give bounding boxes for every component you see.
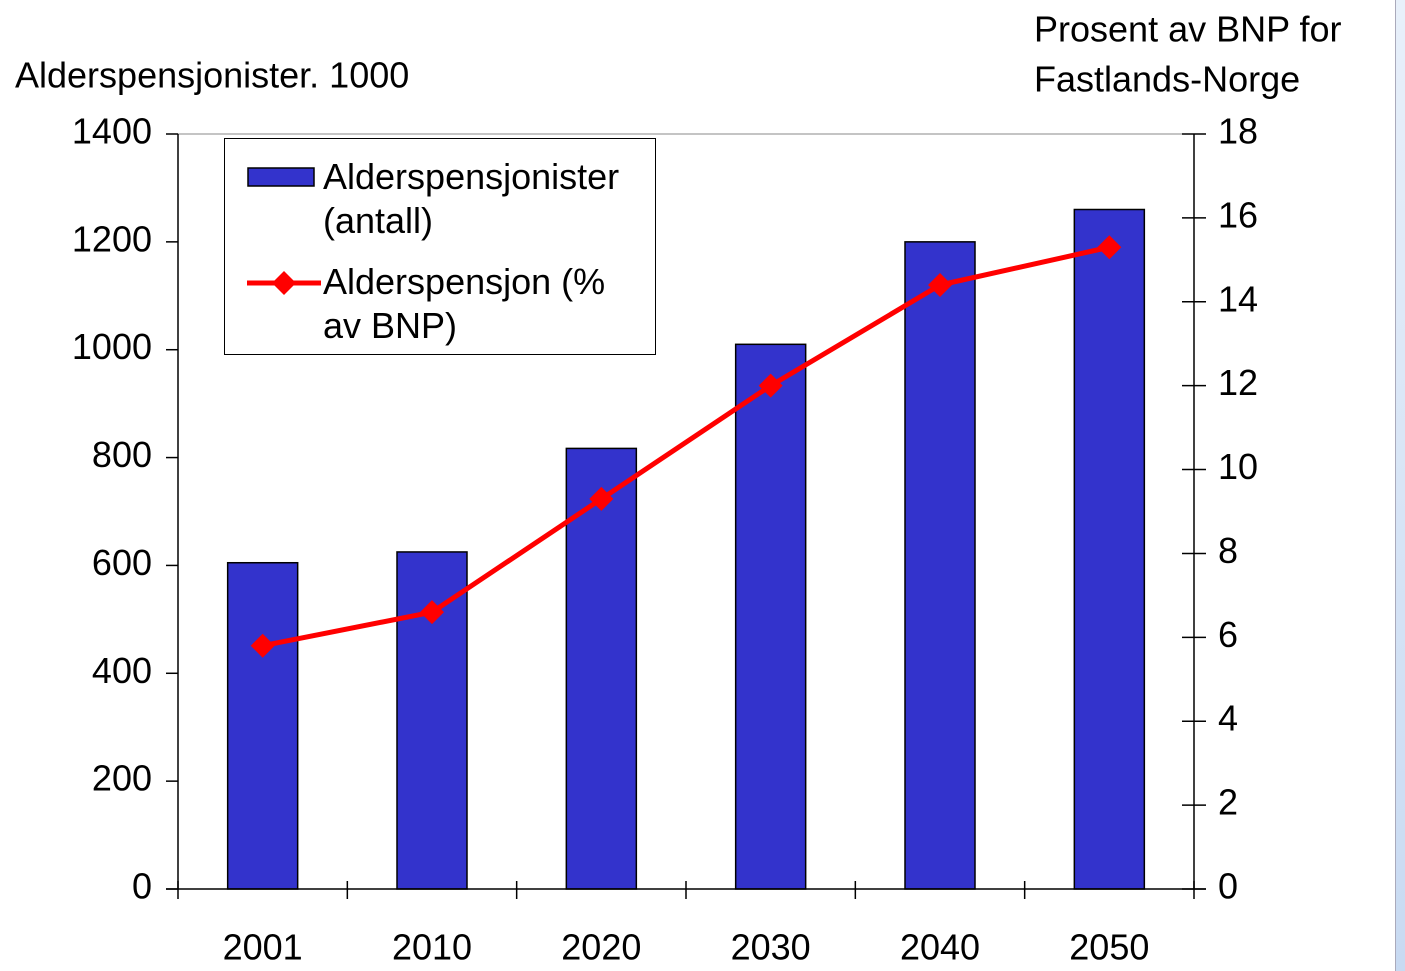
y2-tick-label: 2 <box>1218 782 1238 823</box>
x-tick-label: 2030 <box>731 927 811 968</box>
y-tick-label: 200 <box>92 758 152 799</box>
y2-tick-label: 14 <box>1218 278 1258 319</box>
legend-label: Alderspensjonister (antall) <box>323 156 620 241</box>
bar <box>565 447 638 890</box>
y-tick-label: 800 <box>92 434 152 475</box>
y-tick-label: 0 <box>132 866 152 907</box>
y-axis-label: Alderspensjonister. 1000 <box>15 55 409 96</box>
legend-label: Alderspensjon (% av BNP) <box>323 261 606 346</box>
y2-tick-label: 18 <box>1218 111 1258 152</box>
line <box>262 244 1110 649</box>
marker <box>1097 235 1122 260</box>
y-tick-label: 1200 <box>72 218 152 259</box>
y-tick-label: 600 <box>92 542 152 583</box>
bar <box>226 561 299 890</box>
bar <box>904 241 976 890</box>
scrollbar <box>1395 0 1405 971</box>
x-tick-label: 2020 <box>561 927 641 968</box>
x-tick-label: 2010 <box>392 927 472 968</box>
y2-tick-label: 16 <box>1218 194 1258 235</box>
bar <box>734 343 807 890</box>
marker <box>589 486 614 511</box>
marker <box>758 373 783 398</box>
y2-tick-label: 8 <box>1218 530 1238 571</box>
legend-swatch <box>247 167 315 187</box>
legend: Alderspensjonister (antall) Alderspensjo… <box>224 138 656 355</box>
bar <box>1073 208 1146 890</box>
x-tick-label: 2050 <box>1069 927 1149 968</box>
x-tick-label: 2040 <box>900 927 980 968</box>
y2-tick-label: 10 <box>1218 446 1258 487</box>
y2-tick-label: 4 <box>1218 698 1238 739</box>
y2-axis-label: Prosent av BNP for <box>1034 9 1341 50</box>
y2-axis-label: Fastlands-Norge <box>1034 59 1300 100</box>
legend-swatch <box>247 271 321 295</box>
y-tick-label: 1000 <box>72 326 152 367</box>
y2-tick-label: 12 <box>1218 362 1258 403</box>
y-tick-label: 400 <box>92 650 152 691</box>
marker <box>420 600 444 625</box>
marker <box>928 273 952 297</box>
y2-tick-label: 6 <box>1218 614 1238 655</box>
marker <box>250 633 275 658</box>
y2-tick-label: 0 <box>1218 866 1238 907</box>
y-tick-label: 1400 <box>72 111 152 152</box>
x-tick-label: 2001 <box>223 927 303 968</box>
